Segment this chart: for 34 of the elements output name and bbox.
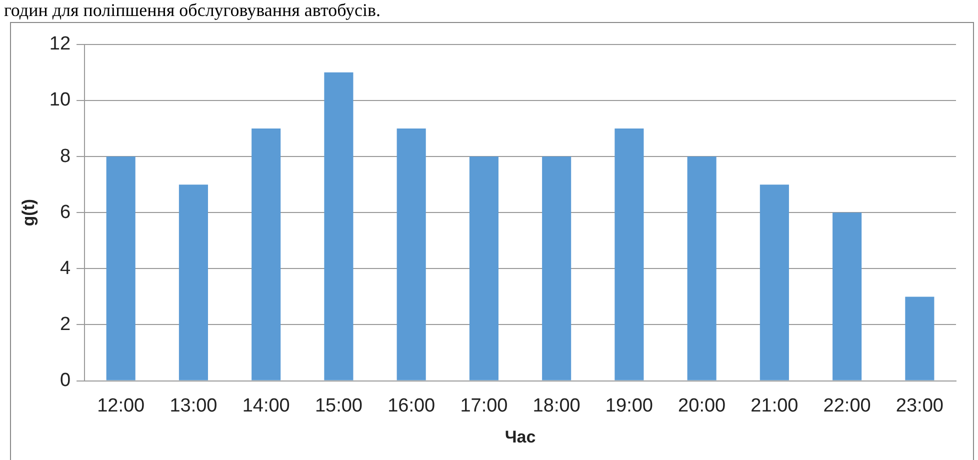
bar bbox=[614, 128, 644, 380]
bar bbox=[832, 212, 862, 380]
x-tick-label: 21:00 bbox=[750, 395, 798, 416]
y-tick-label: 6 bbox=[60, 202, 71, 223]
y-tick-label: 2 bbox=[60, 314, 71, 335]
x-tick-label: 14:00 bbox=[242, 395, 290, 416]
bar bbox=[469, 156, 498, 380]
bar bbox=[324, 72, 354, 380]
x-tick-label: 13:00 bbox=[170, 395, 218, 416]
bar bbox=[106, 156, 136, 380]
text: годин для поліпшення обслуговування автобусів. bbox=[4, 0, 381, 20]
x-tick-label: 23:00 bbox=[896, 395, 944, 416]
x-tick-label: 17:00 bbox=[460, 395, 508, 416]
x-tick-label: 22:00 bbox=[823, 395, 871, 416]
y-tick-label: 10 bbox=[49, 90, 71, 111]
y-axis-title: g(t) bbox=[18, 198, 38, 226]
x-tick-label: 18:00 bbox=[532, 395, 580, 416]
bar bbox=[687, 156, 716, 380]
bar bbox=[252, 128, 281, 380]
x-tick-label: 15:00 bbox=[314, 395, 362, 416]
x-tick-label: 19:00 bbox=[605, 395, 653, 416]
y-tick-label: 8 bbox=[60, 146, 71, 167]
bar bbox=[178, 184, 208, 380]
x-tick-label: 12:00 bbox=[97, 395, 145, 416]
x-axis-title: Час bbox=[504, 427, 536, 446]
bar bbox=[905, 296, 934, 380]
y-tick-label: 12 bbox=[49, 34, 71, 55]
x-tick-label: 20:00 bbox=[678, 395, 726, 416]
bar bbox=[760, 184, 789, 380]
bar bbox=[396, 128, 426, 380]
bar bbox=[542, 156, 572, 380]
y-tick-label: 4 bbox=[60, 258, 71, 279]
y-tick-label: 0 bbox=[60, 370, 71, 392]
x-tick-label: 16:00 bbox=[388, 395, 436, 416]
